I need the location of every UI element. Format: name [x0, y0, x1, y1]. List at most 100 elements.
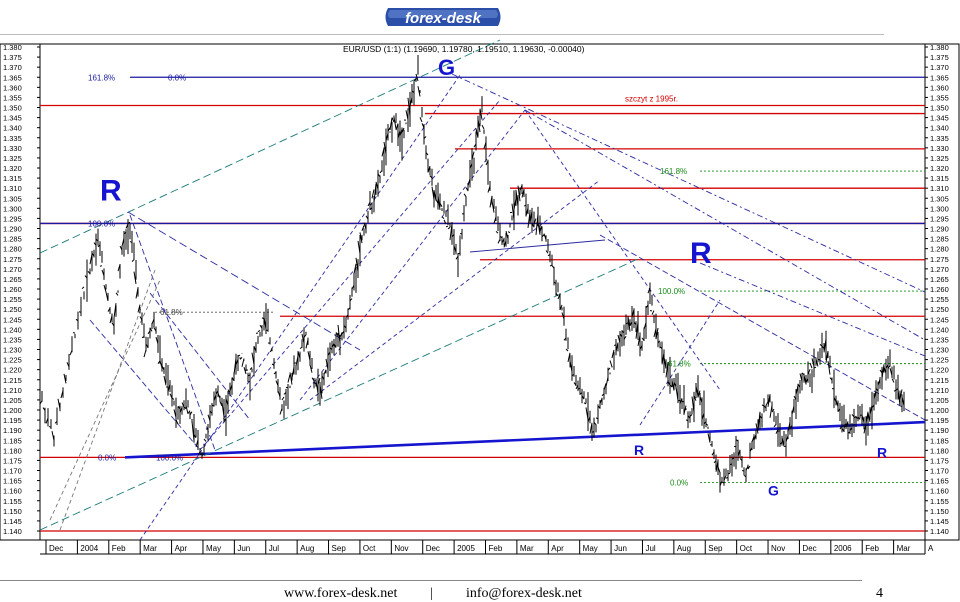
- price-bar-open: [723, 475, 727, 481]
- price-bar-open: [751, 436, 755, 443]
- price-bar-open: [527, 211, 531, 228]
- price-bar-open: [897, 389, 901, 406]
- x-tick-label: Dec: [49, 544, 63, 553]
- price-bar-open: [435, 199, 439, 204]
- price-bar-open: [219, 401, 223, 407]
- y-tick-label-right: 1.260: [930, 285, 949, 294]
- price-bar-open: [281, 396, 285, 401]
- y-tick-label-left: 1.200: [3, 406, 22, 415]
- annotation-label: R: [877, 444, 887, 460]
- price-bar-open: [797, 383, 801, 388]
- x-tick-label: May: [206, 544, 221, 553]
- y-tick-label-right: 1.220: [930, 366, 949, 375]
- price-bar-open: [391, 117, 395, 123]
- price-bar-open: [473, 143, 477, 148]
- price-bar-open: [175, 419, 179, 425]
- y-tick-label-right: 1.210: [930, 386, 949, 395]
- price-bar-open: [821, 345, 825, 349]
- y-tick-label-right: 1.330: [930, 144, 949, 153]
- diagonal-line: [127, 211, 361, 351]
- fib-label: 161.8%: [88, 73, 115, 82]
- price-bar-open: [217, 392, 221, 399]
- price-bar-open: [497, 239, 501, 244]
- price-bar-open: [269, 349, 273, 353]
- price-bar-open: [247, 374, 251, 377]
- price-bar-open: [203, 438, 207, 442]
- price-bar-open: [349, 298, 353, 302]
- price-bar-open: [443, 219, 447, 225]
- price-bar-open: [825, 351, 829, 363]
- price-bar-open: [109, 315, 113, 324]
- price-bar-open: [879, 369, 883, 374]
- y-tick-label-right: 1.375: [930, 53, 949, 62]
- price-bar-open: [885, 364, 889, 369]
- price-bar-open: [643, 322, 647, 330]
- price-bar-open: [177, 405, 181, 410]
- diagonal-line: [451, 73, 926, 293]
- price-bar-open: [577, 387, 581, 390]
- price-bar-open: [667, 381, 671, 386]
- price-bar-open: [135, 287, 139, 299]
- y-tick-label-right: 1.360: [930, 83, 949, 92]
- price-bar-open: [139, 316, 143, 321]
- price-bar-open: [849, 427, 853, 432]
- x-tick-label: Nov: [394, 544, 408, 553]
- price-bar-open: [401, 127, 405, 133]
- x-tick-label: Jul: [645, 544, 655, 553]
- plot-frame: [39, 43, 926, 541]
- price-bar-open: [341, 330, 345, 335]
- price-bar-open: [481, 124, 485, 130]
- price-bar-open: [611, 349, 615, 359]
- y-tick-label-right: 1.150: [930, 507, 949, 516]
- price-bar-open: [407, 97, 411, 117]
- price-bar-open: [187, 410, 191, 414]
- price-bar-open: [841, 428, 845, 432]
- price-bar-open: [489, 195, 493, 208]
- price-bar-open: [535, 213, 539, 236]
- footer-website: www.forex-desk.net: [284, 586, 398, 601]
- price-bar-open: [467, 178, 471, 186]
- y-tick-label-right: 1.145: [930, 517, 949, 526]
- price-bar-open: [487, 185, 491, 193]
- y-tick-label-right: 1.340: [930, 124, 949, 133]
- price-bar-open: [503, 240, 507, 248]
- x-tick-label: Jun: [614, 544, 627, 553]
- price-bar-open: [573, 382, 577, 386]
- price-bar-open: [235, 359, 239, 366]
- price-bar-open: [855, 416, 859, 420]
- price-bar-open: [507, 231, 511, 233]
- price-bar-open: [163, 375, 167, 386]
- price-bar-open: [84, 275, 88, 279]
- price-bar-open: [607, 367, 611, 371]
- price-bar-open: [103, 285, 107, 293]
- diagonal-line: [469, 239, 606, 253]
- y-tick-label-left: 1.235: [3, 335, 22, 344]
- y-tick-label-right: 1.325: [930, 154, 949, 163]
- y-tick-label-left: 1.220: [3, 366, 22, 375]
- price-bar-open: [257, 330, 261, 333]
- price-bar-open: [645, 304, 649, 309]
- price-bar-open: [263, 317, 267, 330]
- price-bar-open: [287, 374, 291, 383]
- price-bar-open: [327, 351, 331, 356]
- price-bar-open: [713, 460, 717, 464]
- y-tick-label-right: 1.305: [930, 194, 949, 203]
- price-bar-open: [225, 398, 229, 406]
- y-tick-label-left: 1.175: [3, 456, 22, 465]
- price-bar-open: [671, 380, 675, 391]
- price-bar-open: [347, 307, 351, 311]
- price-bar-open: [735, 439, 739, 442]
- price-bar-open: [379, 170, 383, 174]
- price-bar-open: [575, 384, 579, 390]
- annotation-label: R: [690, 237, 712, 270]
- fib-label: 0.0%: [670, 479, 688, 488]
- price-bar-open: [93, 242, 97, 246]
- price-bar-open: [837, 408, 841, 413]
- x-tick-label: 2004: [80, 544, 98, 553]
- price-bar-open: [863, 423, 867, 434]
- price-bar-open: [653, 328, 657, 338]
- price-bar-open: [765, 401, 769, 406]
- price-bar-open: [593, 421, 597, 426]
- price-bar-open: [637, 335, 641, 346]
